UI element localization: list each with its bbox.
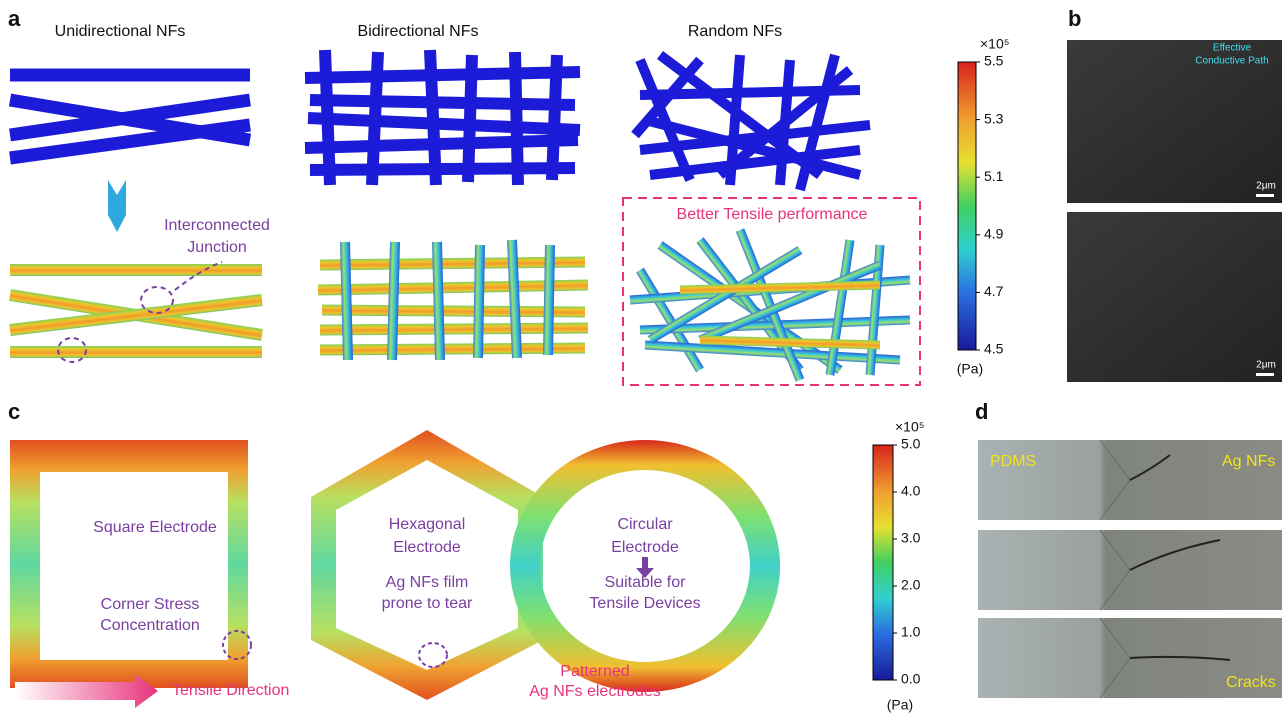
figure: a Unidirectional NFs Bidirectional NFs R… — [0, 0, 1282, 716]
fiber — [305, 66, 580, 84]
hexagon-electrode — [311, 430, 543, 700]
colorbar-tick-label: 3.0 — [901, 530, 921, 546]
annotation: Electrode — [393, 539, 461, 556]
annotation: Electrode — [611, 539, 679, 556]
panel-title: Random NFs — [688, 23, 782, 40]
colorbar — [873, 445, 893, 680]
annotation: Interconnected — [164, 217, 270, 234]
panel-label: c — [8, 399, 20, 424]
scale-bar-label: 2μm — [1256, 181, 1276, 192]
label: Cracks — [1226, 674, 1276, 691]
panel-label: a — [8, 6, 21, 31]
fiber — [10, 346, 262, 358]
fiber — [473, 245, 485, 358]
scale-bar — [1256, 194, 1274, 197]
scale-bar — [1256, 373, 1274, 376]
colorbar — [958, 62, 976, 350]
fiber — [636, 268, 704, 373]
panel-title: Bidirectional NFs — [358, 23, 479, 40]
annotation: Better Tensile performance — [677, 206, 868, 223]
colorbar-unit: (Pa) — [887, 697, 913, 713]
annotation: Junction — [187, 239, 247, 256]
annotation: Square Electrode — [93, 519, 217, 536]
colorbar-unit: (Pa) — [957, 361, 983, 377]
label: PDMS — [990, 453, 1036, 470]
colorbar-multiplier: ×10⁵ — [895, 419, 925, 435]
colorbar-tick-label: 1.0 — [901, 624, 921, 640]
colorbar-tick-label: 0.0 — [901, 671, 921, 687]
fiber — [308, 112, 581, 136]
annotation: Corner Stress — [101, 596, 200, 613]
panel-label: d — [975, 399, 988, 424]
annotation: Effective — [1213, 43, 1252, 54]
arrow — [108, 180, 126, 232]
colorbar-tick-label: 4.5 — [984, 341, 1004, 357]
colorbar-tick-label: 2.0 — [901, 577, 921, 593]
colorbar-tick-label: 5.1 — [984, 168, 1004, 184]
colorbar-multiplier: ×10⁵ — [980, 36, 1010, 52]
sem-image — [1067, 212, 1282, 382]
colorbar-tick-label: 5.0 — [901, 436, 921, 452]
annotation: Ag NFs electrodes — [529, 683, 661, 700]
panel-label: b — [1068, 6, 1081, 31]
annotation: Tensile Devices — [589, 595, 700, 612]
marker — [419, 643, 447, 667]
colorbar-tick-label: 5.5 — [984, 53, 1004, 69]
label: Ag NFs — [1222, 453, 1275, 470]
fiber — [10, 264, 262, 276]
fiber — [543, 245, 555, 355]
colorbar-tick-label: 4.0 — [901, 483, 921, 499]
annotation: Ag NFs film — [386, 574, 469, 591]
colorbar-tick-label: 4.7 — [984, 283, 1004, 299]
fiber — [10, 69, 250, 82]
annotation: Hexagonal — [389, 516, 466, 533]
annotation: Circular — [617, 516, 673, 533]
fiber — [310, 162, 575, 176]
annotation: Suitable for — [605, 574, 687, 591]
annotation: Conductive Path — [1195, 56, 1268, 67]
fiber — [310, 94, 575, 111]
fiber — [305, 134, 578, 154]
annotation: Patterned — [560, 663, 629, 680]
colorbar-tick-label: 5.3 — [984, 110, 1004, 126]
annotation: prone to tear — [382, 595, 473, 612]
annotation: Tensile Direction — [172, 682, 289, 699]
scale-bar-label: 2μm — [1256, 360, 1276, 371]
colorbar-tick-label: 4.9 — [984, 226, 1004, 242]
panel-title: Unidirectional NFs — [55, 23, 186, 40]
annotation: Concentration — [100, 617, 200, 634]
